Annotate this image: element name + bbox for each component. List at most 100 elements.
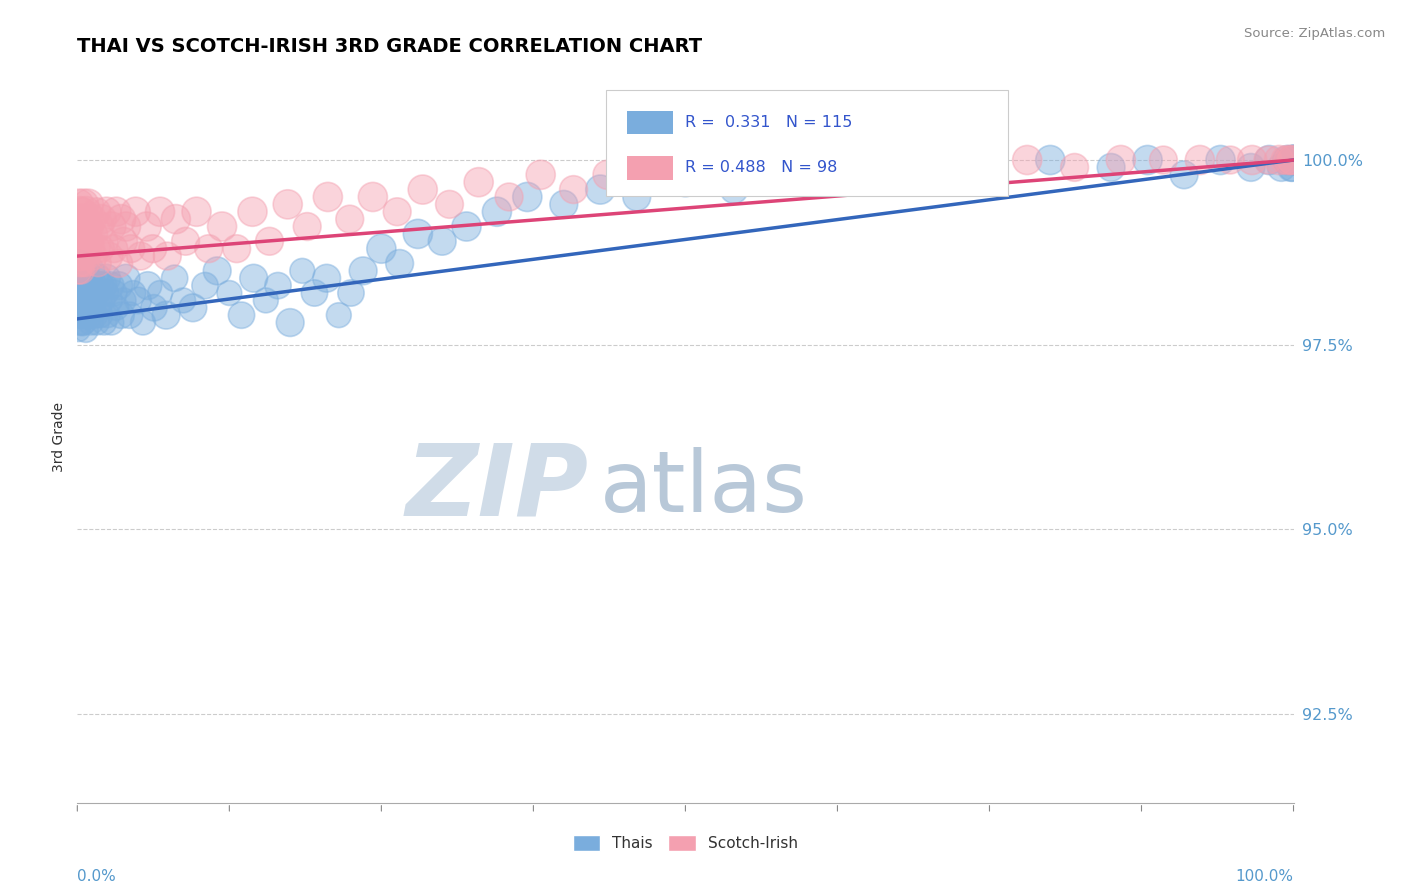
Point <box>67 256 90 270</box>
Point <box>277 197 299 211</box>
Point <box>100 316 122 330</box>
Text: 100.0%: 100.0% <box>1236 870 1294 884</box>
Point <box>1281 153 1303 167</box>
Point <box>291 264 314 278</box>
Point <box>79 219 101 234</box>
Point <box>439 197 461 211</box>
Point <box>120 242 142 256</box>
Point <box>90 212 112 227</box>
Point <box>80 264 103 278</box>
Point <box>105 204 128 219</box>
Point <box>96 204 118 219</box>
Point <box>295 219 318 234</box>
Point <box>67 235 90 249</box>
Point <box>1282 153 1305 167</box>
Point <box>589 183 612 197</box>
Text: R =  0.331   N = 115: R = 0.331 N = 115 <box>686 115 853 130</box>
Point <box>86 271 108 285</box>
Point <box>70 256 93 270</box>
Point <box>72 271 94 285</box>
Point <box>72 219 94 234</box>
Point <box>181 301 204 315</box>
Point <box>1017 153 1039 167</box>
Point <box>211 219 233 234</box>
Point <box>553 197 575 211</box>
FancyBboxPatch shape <box>606 90 1008 195</box>
Text: ZIP: ZIP <box>405 440 588 537</box>
Point <box>70 227 93 241</box>
Point <box>562 183 585 197</box>
Point <box>1257 153 1279 167</box>
Point <box>76 219 98 234</box>
Point <box>156 249 179 263</box>
Point <box>79 301 101 315</box>
Point <box>254 293 277 308</box>
Point <box>67 285 90 300</box>
Point <box>1282 153 1305 167</box>
Point <box>406 227 429 241</box>
Point <box>242 204 264 219</box>
Point <box>1279 153 1302 167</box>
Point <box>132 316 155 330</box>
Point <box>129 249 152 263</box>
Point <box>125 204 148 219</box>
Point <box>149 285 172 300</box>
Point <box>1152 153 1174 167</box>
Point <box>70 271 93 285</box>
Point <box>225 242 247 256</box>
Point <box>70 316 93 330</box>
Point <box>1240 161 1263 175</box>
Point <box>82 301 104 315</box>
Point <box>142 301 165 315</box>
Point <box>89 242 111 256</box>
Point <box>1173 168 1195 182</box>
Point <box>73 235 96 249</box>
Point <box>304 285 326 300</box>
FancyBboxPatch shape <box>627 111 673 135</box>
Point <box>77 308 100 322</box>
Point <box>75 301 97 315</box>
Point <box>339 212 361 227</box>
Point <box>789 168 811 182</box>
Point <box>70 264 93 278</box>
Point <box>67 212 90 227</box>
Legend: Thais, Scotch-Irish: Thais, Scotch-Irish <box>567 830 804 857</box>
Point <box>70 235 93 249</box>
Point <box>75 204 97 219</box>
Point <box>79 278 101 293</box>
Point <box>69 316 91 330</box>
Point <box>75 242 97 256</box>
Point <box>316 190 339 204</box>
Point <box>77 285 100 300</box>
Point <box>155 308 177 322</box>
Point <box>340 285 363 300</box>
Point <box>831 161 853 175</box>
Point <box>1278 153 1301 167</box>
Point <box>83 308 105 322</box>
Point <box>98 278 121 293</box>
Point <box>242 271 264 285</box>
Point <box>107 256 129 270</box>
Point <box>72 316 94 330</box>
Point <box>84 285 107 300</box>
Point <box>832 175 855 189</box>
Point <box>69 301 91 315</box>
Point <box>69 219 91 234</box>
Point <box>76 271 98 285</box>
Point <box>89 308 111 322</box>
Point <box>103 285 125 300</box>
Point <box>80 316 103 330</box>
Point <box>1274 153 1296 167</box>
Point <box>89 278 111 293</box>
Point <box>86 204 108 219</box>
Point <box>626 190 648 204</box>
Point <box>82 249 104 263</box>
Point <box>87 301 110 315</box>
Point <box>149 204 172 219</box>
Point <box>186 204 208 219</box>
Point <box>93 235 115 249</box>
Point <box>747 161 769 175</box>
Point <box>1281 153 1303 167</box>
Point <box>75 323 97 337</box>
Point <box>1277 153 1299 167</box>
